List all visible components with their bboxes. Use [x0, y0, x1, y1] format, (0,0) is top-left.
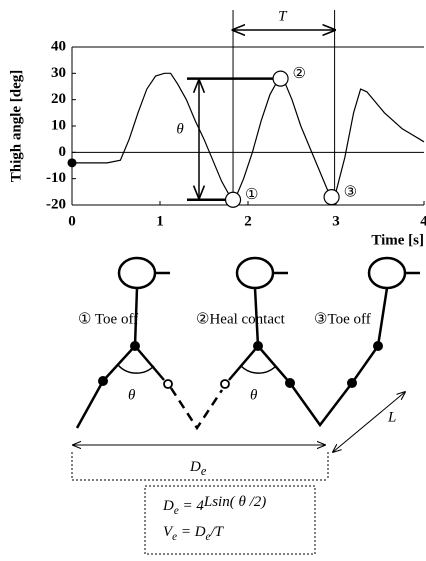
text-part: e: [206, 531, 211, 543]
distance-label: De: [189, 459, 207, 477]
joint: [253, 341, 263, 351]
event-point: [272, 70, 289, 87]
angle-label: θ: [128, 387, 136, 403]
text-part: = D: [177, 524, 206, 540]
y-tick-label: 10: [51, 117, 66, 133]
formula-text: Ve = De/T: [163, 524, 225, 542]
y-tick-label: 30: [51, 65, 66, 81]
angle-arc: [240, 365, 277, 374]
event-label: ③: [344, 185, 357, 201]
head: [235, 256, 275, 290]
chart: -20 -10 0 10 20 30 40 0 1 2 3 4 Time [s] Thigh angle …: [8, 8, 426, 248]
joint: [347, 378, 357, 388]
x-tick-label: 0: [68, 213, 76, 229]
phase-label: ① Toe off: [78, 311, 138, 327]
body: [376, 287, 389, 347]
joint: [373, 341, 383, 351]
event-point: [323, 189, 340, 206]
leg-dashed: [169, 387, 224, 431]
leg: [228, 345, 259, 381]
angle-label: θ: [250, 387, 258, 403]
joint-open: [163, 379, 173, 389]
phase-label: ②Heal contact: [196, 311, 286, 327]
y-tick-label: -20: [46, 196, 66, 212]
formula-text: De: [189, 459, 207, 477]
y-tick-label: 20: [51, 91, 66, 107]
leg: [134, 345, 165, 381]
y-axis-label: Thigh angle [deg]: [8, 70, 24, 183]
y-tick-label: -10: [46, 170, 66, 186]
text-part: D: [162, 498, 174, 514]
angle-arc: [117, 364, 155, 374]
text-part: e: [201, 464, 207, 478]
length-label: L: [387, 409, 396, 425]
body: [133, 287, 139, 347]
x-tick-label: 2: [244, 213, 252, 229]
x-axis-label: Time [s]: [371, 232, 424, 248]
leg: [257, 345, 380, 428]
event-label: ②: [293, 66, 306, 82]
text-part: e: [172, 531, 177, 543]
head: [367, 256, 407, 290]
head: [117, 256, 157, 290]
joint: [130, 341, 140, 351]
x-tick-label: 3: [332, 213, 340, 229]
text-part: = 4: [179, 498, 205, 514]
length-arrow: [333, 392, 405, 452]
event-label: ①: [245, 187, 258, 203]
joint: [98, 376, 108, 386]
joint: [285, 378, 295, 388]
formula: De = 4Lsin( θ /2)Ve = De/T: [162, 494, 266, 542]
text-part: V: [163, 524, 174, 540]
text-part: /T: [209, 524, 224, 540]
angle-label: θ: [176, 121, 184, 137]
y-tick-label: 0: [59, 144, 67, 160]
joint-open: [220, 379, 230, 389]
period-label: T: [278, 8, 288, 24]
leg: [75, 345, 136, 429]
formula-box: [144, 485, 316, 555]
data-line: [72, 72, 425, 201]
x-tick-label: 4: [420, 213, 426, 229]
y-tick-label: 40: [51, 38, 66, 54]
text-part: Lsin( θ /2): [203, 494, 266, 510]
text-part: D: [189, 459, 201, 475]
x-tick-label: 1: [156, 213, 164, 229]
event-point: [224, 191, 242, 208]
text-part: e: [174, 505, 179, 517]
formula-text: De = 4Lsin( θ /2): [162, 494, 266, 516]
start-dot: [67, 158, 77, 168]
phase-label: ③Toe off: [314, 311, 371, 327]
body: [253, 287, 260, 347]
gait-diagram: [71, 256, 420, 555]
